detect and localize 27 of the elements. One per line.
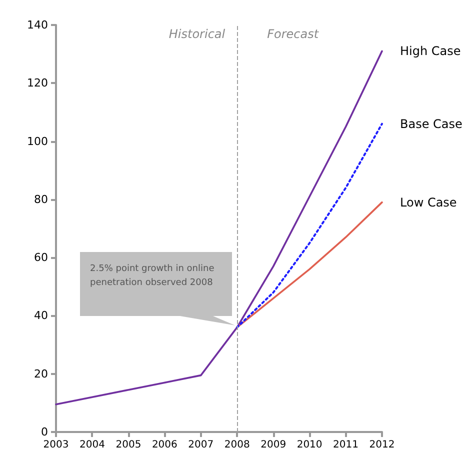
y-tick-label: 80: [34, 192, 48, 206]
x-tick-label: 2006: [152, 440, 178, 450]
line-series: [236, 201, 383, 328]
x-tick-label: 2011: [333, 440, 359, 450]
x-tick-label: 2010: [296, 440, 322, 450]
x-tick-label: 2007: [188, 440, 214, 450]
y-tick-label: 40: [34, 309, 48, 322]
annotation: Forecast: [267, 27, 320, 41]
y-tick-label: 0: [41, 426, 48, 438]
series-label: Base Case: [400, 116, 462, 131]
y-tick-label: 140: [27, 18, 48, 32]
y-tick-label: 100: [27, 134, 48, 148]
y-tick-label: 60: [34, 251, 48, 264]
line-series: [236, 122, 383, 328]
line-series: [55, 50, 383, 406]
y-tick-label: 20: [34, 367, 48, 380]
x-tick-label: 2009: [260, 440, 286, 450]
x-tick-label: 2012: [369, 440, 395, 450]
y-tick-label: 120: [27, 76, 48, 90]
x-tick-label: 2003: [43, 440, 69, 450]
annotation: 2.5% point growth in online penetration observed 2008: [90, 263, 216, 290]
annotation: Historical: [168, 27, 226, 41]
series-label: High Case: [400, 44, 461, 58]
x-tick-label: 2005: [116, 440, 142, 450]
series-label: Low Case: [400, 195, 457, 210]
x-tick-label: 2008: [224, 440, 250, 450]
x-tick-label: 2004: [79, 440, 105, 450]
